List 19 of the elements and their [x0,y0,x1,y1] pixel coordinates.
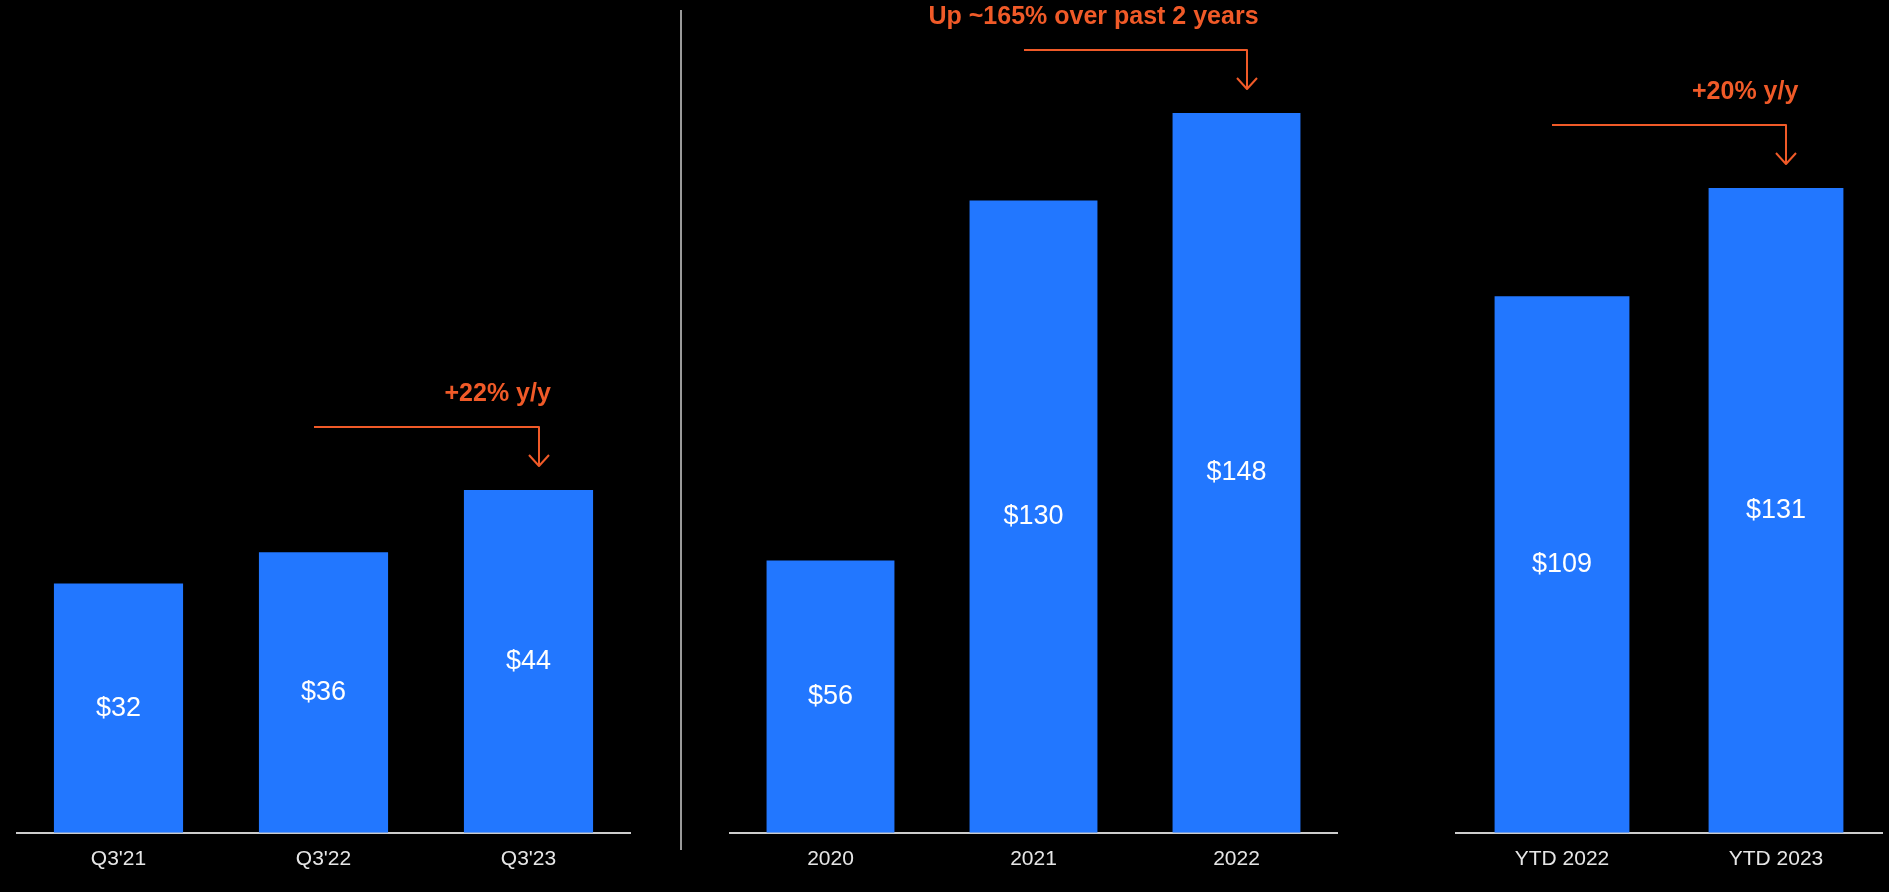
x-tick-label: Q3'23 [500,846,557,870]
text: Up ~165% over past 2 years [928,1,1259,29]
x-tick-label: Q3'21 [90,846,147,870]
data-label: $56 [807,680,854,711]
x-tick-label: YTD 2022 [1514,846,1610,870]
data-label: $130 [1003,500,1064,531]
x-tick-label: 2021 [1010,846,1057,870]
data-label: $109 [1531,548,1593,578]
text: +22% y/y [444,378,551,406]
x-tick-label: 2022 [1213,846,1260,870]
data-label: $32 [95,691,142,722]
x-tick-label: YTD 2023 [1728,846,1824,870]
text: +20% y/y [1692,76,1799,104]
x-tick-label: Q3'22 [295,846,352,870]
data-label: $131 [1745,493,1807,524]
data-label: $44 [505,644,552,675]
data-label: $148 [1206,456,1267,487]
x-tick-label: 2020 [807,846,854,870]
data-label: $36 [300,676,347,707]
